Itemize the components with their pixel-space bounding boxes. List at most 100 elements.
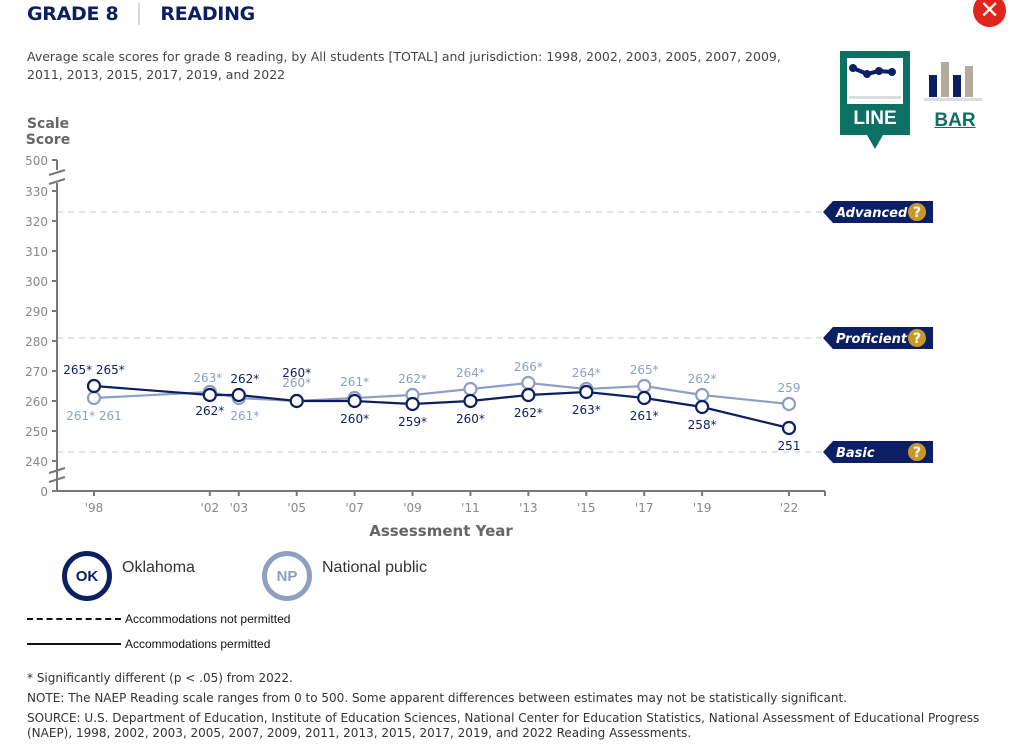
help-icon xyxy=(908,203,926,221)
data-label-np: 261* xyxy=(230,409,259,423)
legend-np-marker: NP xyxy=(262,551,312,601)
x-axis-title: Assessment Year xyxy=(369,522,513,540)
achievement-tag-advanced[interactable]: Advanced? xyxy=(823,201,933,223)
header-divider xyxy=(138,3,141,25)
y-tick-label: 310 xyxy=(25,245,48,259)
achievement-tag-shape xyxy=(823,327,933,349)
data-label-ok: 260* xyxy=(340,412,369,426)
x-tick-label: '22 xyxy=(780,501,799,515)
legend-oklahoma: OK Oklahoma xyxy=(62,551,195,601)
chart-notes: * Significantly different (p < .05) from… xyxy=(27,671,987,741)
legend-accommodations-permitted: Accommodations permitted xyxy=(27,637,270,651)
y-axis-break-top xyxy=(48,169,66,176)
y-tick-label: 240 xyxy=(25,455,48,469)
data-point-ok xyxy=(231,387,246,403)
data-label-ok: 262* xyxy=(514,406,543,420)
source-note: SOURCE: U.S. Department of Education, In… xyxy=(27,711,980,740)
x-tick-label: '02 xyxy=(201,501,220,515)
y-tick-label: 270 xyxy=(25,365,48,379)
y-axis-break-lower-top xyxy=(48,467,66,474)
data-label-np: 259 xyxy=(778,381,801,395)
line-chart-icon xyxy=(847,58,903,104)
data-point-np xyxy=(521,375,536,391)
achievement-tag-label: Basic xyxy=(836,446,875,461)
legend-ok-label: Oklahoma xyxy=(122,559,195,576)
y-axis-title-line2: Score xyxy=(26,132,70,148)
achievement-tag-shape xyxy=(823,441,933,463)
legend-np-label: National public xyxy=(322,559,427,576)
help-icon xyxy=(908,443,926,461)
help-icon-glyph: ? xyxy=(913,331,921,347)
legend-accommodations-not-permitted: Accommodations not permitted xyxy=(27,612,290,626)
y-tick-label: 250 xyxy=(25,425,48,439)
data-point-np xyxy=(695,387,710,403)
achievement-tag-label: Proficient xyxy=(836,332,908,347)
help-icon xyxy=(908,329,926,347)
data-point-ok xyxy=(347,393,362,409)
accommodations-not-permitted-label: Accommodations not permitted xyxy=(125,612,291,626)
x-tick-label: '17 xyxy=(635,501,654,515)
scale-note: NOTE: The NAEP Reading scale ranges from… xyxy=(27,691,847,705)
selected-pointer xyxy=(867,135,883,149)
x-tick-label: '15 xyxy=(577,501,596,515)
y-tick-label: 320 xyxy=(25,215,48,229)
line-view-button[interactable]: LINE xyxy=(840,51,910,149)
solid-line-sample xyxy=(27,643,121,645)
data-label-ok: 262* xyxy=(230,372,259,386)
data-point-np xyxy=(86,390,102,406)
x-tick-label: '11 xyxy=(461,501,480,515)
x-tick-label: '03 xyxy=(230,501,249,515)
data-point-ok xyxy=(289,393,304,409)
y-tick-label: 280 xyxy=(25,335,48,349)
bar-chart-icon xyxy=(924,62,982,101)
line-chart: Scale Score 500 240 250 260 270 280 290 300 310 3… xyxy=(25,116,933,540)
data-label-ok: 265* 265* xyxy=(63,363,125,377)
bar-view-button[interactable]: BAR xyxy=(924,58,984,134)
data-point-ok xyxy=(405,396,420,412)
data-point-ok xyxy=(579,384,594,400)
data-label-ok: 259* xyxy=(398,415,427,429)
x-tick-label: '05 xyxy=(287,501,306,515)
page-header: GRADE 8 READING xyxy=(27,3,255,25)
close-icon[interactable]: ✕ xyxy=(973,0,1006,27)
x-tick-label: '98 xyxy=(85,501,104,515)
accommodations-permitted-label: Accommodations permitted xyxy=(125,637,271,651)
data-point-np xyxy=(781,396,797,412)
line-view-label: LINE xyxy=(853,108,897,129)
data-label-np: 266* xyxy=(514,360,543,374)
significance-note: * Significantly different (p < .05) from… xyxy=(27,671,293,685)
help-icon-glyph: ? xyxy=(913,205,921,221)
achievement-tag-shape xyxy=(823,201,933,223)
data-label-ok: 263* xyxy=(572,403,601,417)
subject-title: READING xyxy=(160,3,255,25)
achievement-tag-label: Advanced xyxy=(835,206,908,221)
y-tick-label-0: 0 xyxy=(40,485,48,499)
y-tick-label-500: 500 xyxy=(25,154,48,168)
data-point-ok xyxy=(86,378,102,394)
data-point-ok xyxy=(463,393,478,409)
data-label-np: 260* xyxy=(282,376,311,390)
data-point-np xyxy=(463,381,478,397)
data-point-ok xyxy=(202,387,217,403)
y-axis-title-line1: Scale xyxy=(27,116,69,132)
data-label-ok: 260* xyxy=(282,366,311,380)
y-tick-label: 300 xyxy=(25,275,48,289)
data-point-ok xyxy=(695,399,710,415)
dashed-line-sample xyxy=(27,618,121,620)
data-point-ok xyxy=(781,420,797,436)
x-tick-label: '19 xyxy=(693,501,712,515)
achievement-tag-basic[interactable]: Basic? xyxy=(823,441,933,463)
achievement-tag-proficient[interactable]: Proficient? xyxy=(823,327,933,349)
y-axis-break-bottom xyxy=(48,178,66,185)
data-label-np: 261* 261 xyxy=(66,409,122,423)
data-label-np: 263* xyxy=(193,371,222,385)
help-icon-glyph: ? xyxy=(913,445,921,461)
data-label-ok: 251 xyxy=(778,439,801,453)
grade-title: GRADE 8 xyxy=(27,3,119,25)
data-label-np: 262* xyxy=(688,372,717,386)
legend-ok-marker: OK xyxy=(62,551,112,601)
y-axis-break-lower-bottom xyxy=(48,476,66,483)
data-label-ok: 260* xyxy=(456,412,485,426)
data-label-np: 264* xyxy=(572,366,601,380)
y-tick-label: 290 xyxy=(25,305,48,319)
